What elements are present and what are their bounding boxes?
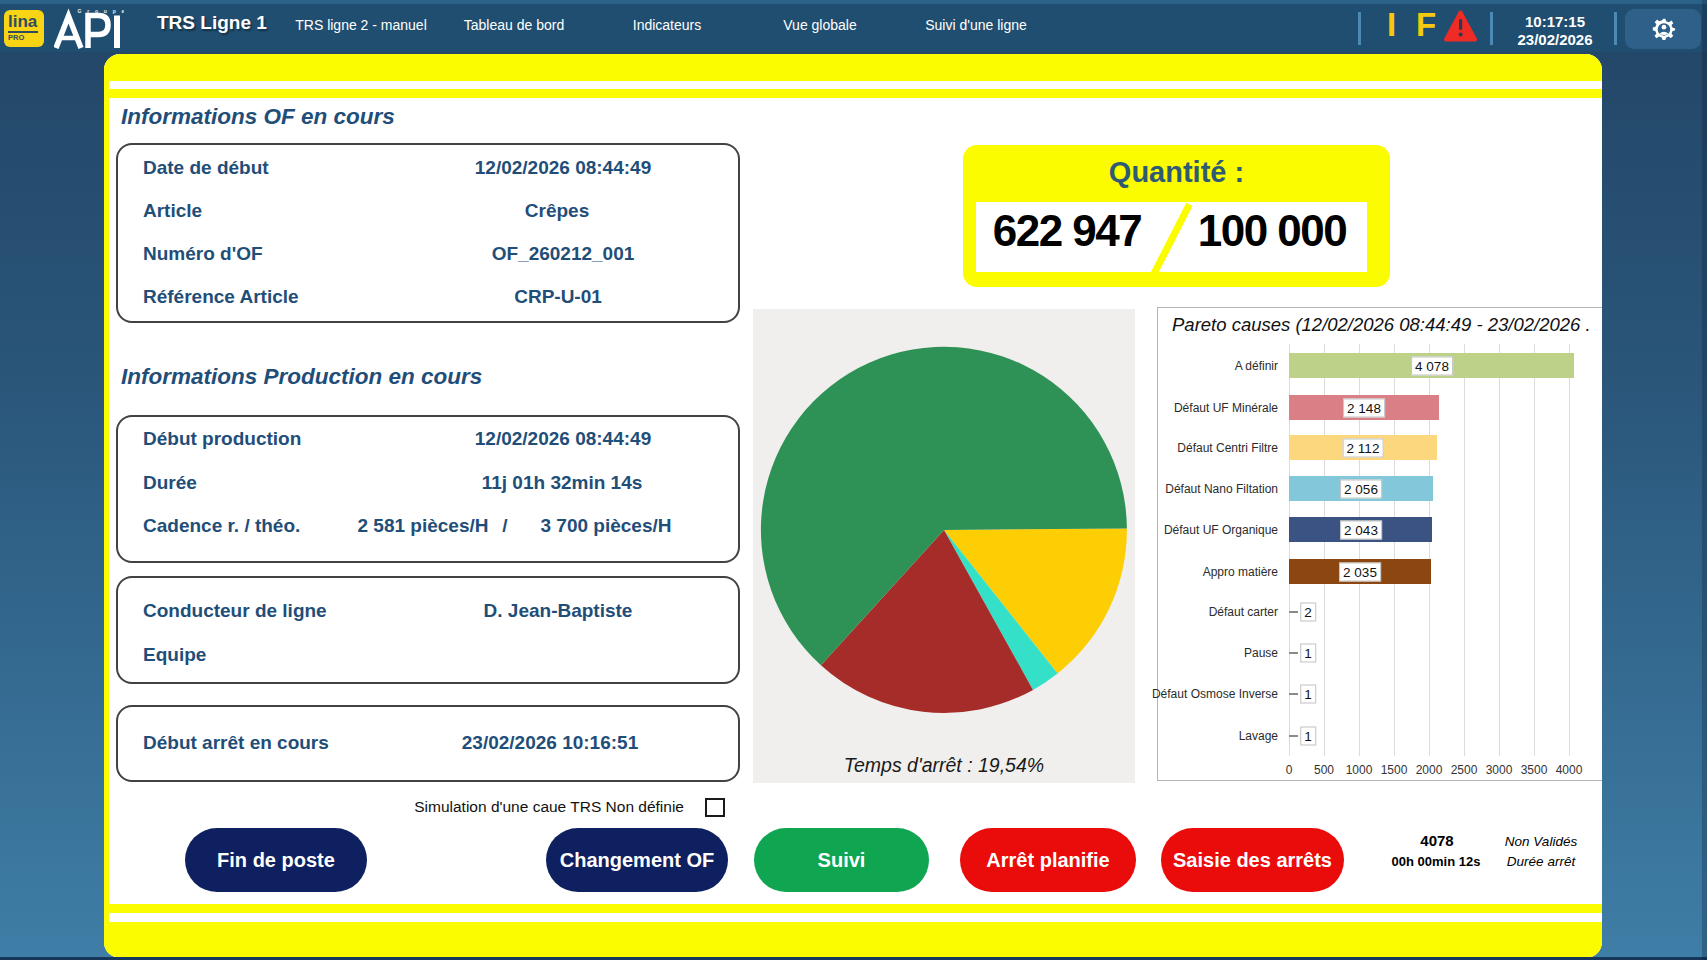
svg-text:G r o u p e: G r o u p e — [78, 8, 124, 14]
